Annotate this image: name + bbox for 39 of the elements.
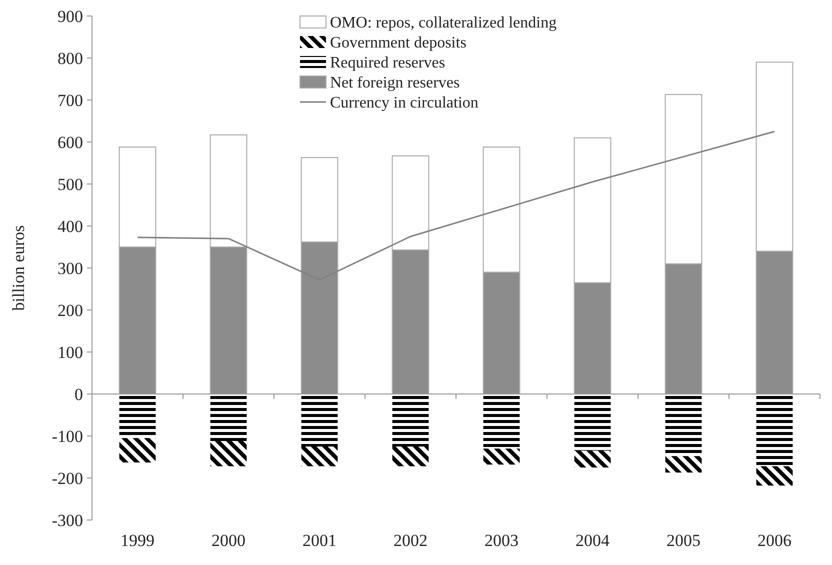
y-axis-title: billion euros bbox=[9, 225, 28, 311]
x-tick-label: 1999 bbox=[120, 531, 154, 550]
y-tick-label: 0 bbox=[74, 384, 83, 404]
bar bbox=[665, 456, 702, 473]
legend-label: Government deposits bbox=[330, 34, 466, 52]
y-tick-label: -200 bbox=[52, 468, 83, 488]
y-tick-label: -100 bbox=[52, 426, 83, 446]
bar bbox=[756, 466, 793, 486]
x-tick-label: 2000 bbox=[212, 531, 246, 550]
bar bbox=[301, 394, 338, 446]
bar bbox=[301, 446, 338, 466]
bar bbox=[574, 450, 611, 468]
bar bbox=[392, 446, 429, 466]
y-tick-label: 700 bbox=[58, 90, 83, 110]
x-tick-label: 2001 bbox=[302, 531, 336, 550]
bar bbox=[119, 438, 156, 462]
x-tick-label: 2002 bbox=[394, 531, 428, 550]
x-tick-label: 2004 bbox=[576, 531, 610, 550]
bar bbox=[483, 394, 520, 449]
bar bbox=[210, 441, 247, 466]
y-tick-label: 600 bbox=[58, 132, 83, 152]
y-tick-label: 100 bbox=[58, 342, 83, 362]
legend-label: OMO: repos, collateralized lending bbox=[330, 14, 557, 32]
legend-label: Required reserves bbox=[330, 54, 446, 72]
x-tick-label: 2003 bbox=[484, 531, 518, 550]
y-tick-label: 200 bbox=[58, 300, 83, 320]
bar bbox=[483, 448, 520, 465]
y-tick-label: 500 bbox=[58, 174, 83, 194]
legend-label: Currency in circulation bbox=[330, 94, 478, 112]
y-tick-label: 300 bbox=[58, 258, 83, 278]
y-tick-label: -300 bbox=[52, 510, 83, 530]
bar bbox=[210, 394, 247, 442]
legend-label: Net foreign reserves bbox=[330, 74, 460, 92]
x-tick-label: 2006 bbox=[758, 531, 792, 550]
y-tick-label: 800 bbox=[58, 48, 83, 68]
y-tick-label: 900 bbox=[58, 6, 83, 26]
y-tick-label: 400 bbox=[58, 216, 83, 236]
bar bbox=[392, 394, 429, 446]
x-tick-label: 2005 bbox=[666, 531, 700, 550]
